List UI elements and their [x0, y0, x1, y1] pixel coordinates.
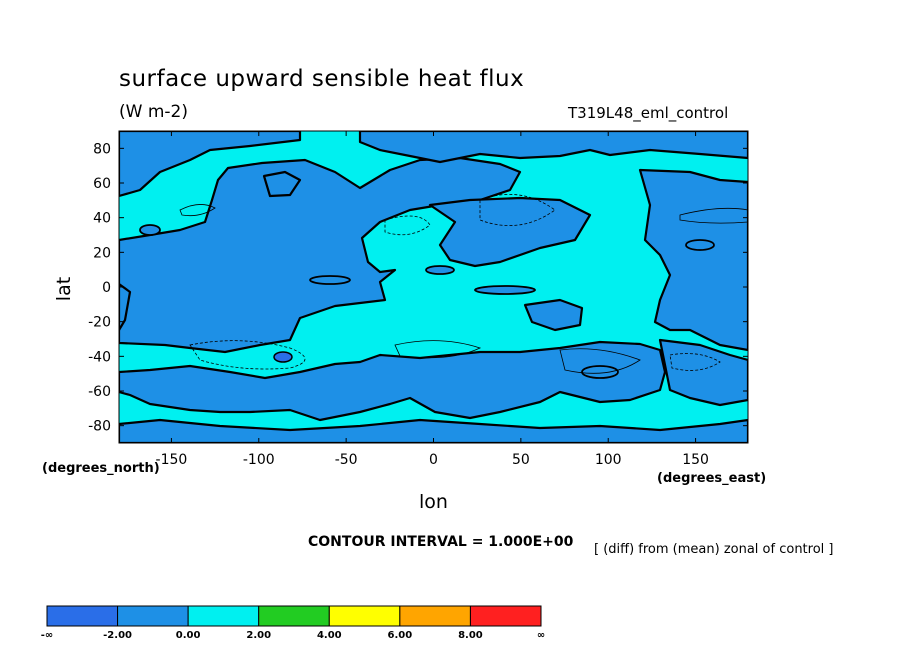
solid-contour — [179, 204, 216, 217]
colorbar-label: -2.00 — [103, 630, 132, 641]
colorbar-label: 4.00 — [317, 630, 342, 641]
x-tick-label: 100 — [595, 452, 622, 468]
solid-contour — [679, 207, 748, 224]
x-tick-label: -50 — [335, 452, 358, 468]
solid-thin-contours — [179, 204, 748, 374]
y-tick-label: 0 — [102, 280, 111, 296]
y-tick-label: 40 — [93, 211, 111, 227]
chart-units: (W m-2) — [119, 102, 188, 122]
colorbar-label: 6.00 — [388, 630, 413, 641]
x-tick-label: 0 — [429, 452, 438, 468]
negative-patch — [139, 224, 161, 236]
solid-contour — [394, 340, 482, 359]
heatmap-field — [119, 131, 748, 443]
negative-region — [119, 418, 748, 443]
y-unit-label: (degrees_north) — [42, 461, 160, 476]
colorbar-swatch — [328, 605, 401, 627]
y-tick-label: -60 — [88, 384, 111, 400]
colorbar-swatch — [399, 605, 471, 627]
colorbar-label: 8.00 — [458, 630, 483, 641]
thin-contours — [189, 194, 721, 371]
negative-patch — [309, 275, 351, 285]
negative-region — [119, 131, 302, 198]
negative-patch — [425, 265, 455, 275]
negative-region — [262, 170, 302, 198]
negative-patch — [474, 285, 536, 295]
negative-region — [119, 340, 667, 422]
colorbar-swatch — [46, 605, 119, 627]
y-tick-label: -40 — [88, 349, 111, 365]
colorbar-label: -∞ — [41, 630, 53, 641]
dashed-contour — [189, 340, 306, 370]
colorbar-swatch — [258, 605, 330, 627]
colorbar-swatch — [469, 605, 542, 627]
x-tick-labels: -150 -100 -50 0 50 100 150 — [156, 452, 709, 468]
x-unit-label: (degrees_east) — [657, 471, 767, 486]
y-tick-label: 20 — [93, 245, 111, 261]
x-tick-label: -150 — [156, 452, 188, 468]
y-axis-label: lat — [53, 277, 75, 301]
solid-contour — [559, 348, 641, 374]
colorbar-swatch — [117, 605, 189, 627]
colorbar-label: 0.00 — [176, 630, 201, 641]
negative-patch — [685, 239, 715, 251]
x-axis-label: lon — [419, 491, 448, 513]
diff-note: [ (diff) from (mean) zonal of control ] — [594, 542, 834, 557]
negative-region — [119, 282, 132, 332]
x-tick-label: 50 — [512, 452, 530, 468]
colorbar-label: ∞ — [537, 630, 545, 641]
x-tick-label: -100 — [243, 452, 275, 468]
small-patches — [139, 224, 715, 379]
y-tick-label: 60 — [93, 176, 111, 192]
negative-region — [523, 298, 584, 332]
colorbar — [46, 605, 542, 627]
axis-ticks — [119, 131, 748, 443]
contour-interval: CONTOUR INTERVAL = 1.000E+00 — [308, 534, 574, 550]
negative-region — [638, 168, 748, 352]
experiment-label: T319L48_eml_control — [568, 104, 729, 122]
negative-regions — [119, 131, 748, 443]
colorbar-label: 2.00 — [246, 630, 271, 641]
colorbar-labels: -∞ -2.00 0.00 2.00 4.00 6.00 8.00 ∞ — [41, 630, 545, 641]
negative-region — [658, 338, 748, 407]
colorbar-swatch — [187, 605, 260, 627]
y-tick-labels: 80 60 40 20 0 -20 -40 -60 -80 — [88, 141, 111, 434]
y-tick-label: -20 — [88, 315, 111, 331]
dashed-contour — [384, 215, 431, 236]
y-tick-label: 80 — [93, 141, 111, 157]
dashed-contour — [669, 353, 721, 371]
dashed-contour — [479, 194, 556, 226]
negative-patch — [581, 365, 619, 379]
strong-negative-patch — [273, 351, 293, 363]
chart-title: surface upward sensible heat flux — [119, 66, 525, 92]
y-tick-label: -80 — [88, 419, 111, 435]
negative-region — [358, 131, 748, 164]
negative-region — [428, 196, 592, 268]
x-tick-label: 150 — [682, 452, 709, 468]
